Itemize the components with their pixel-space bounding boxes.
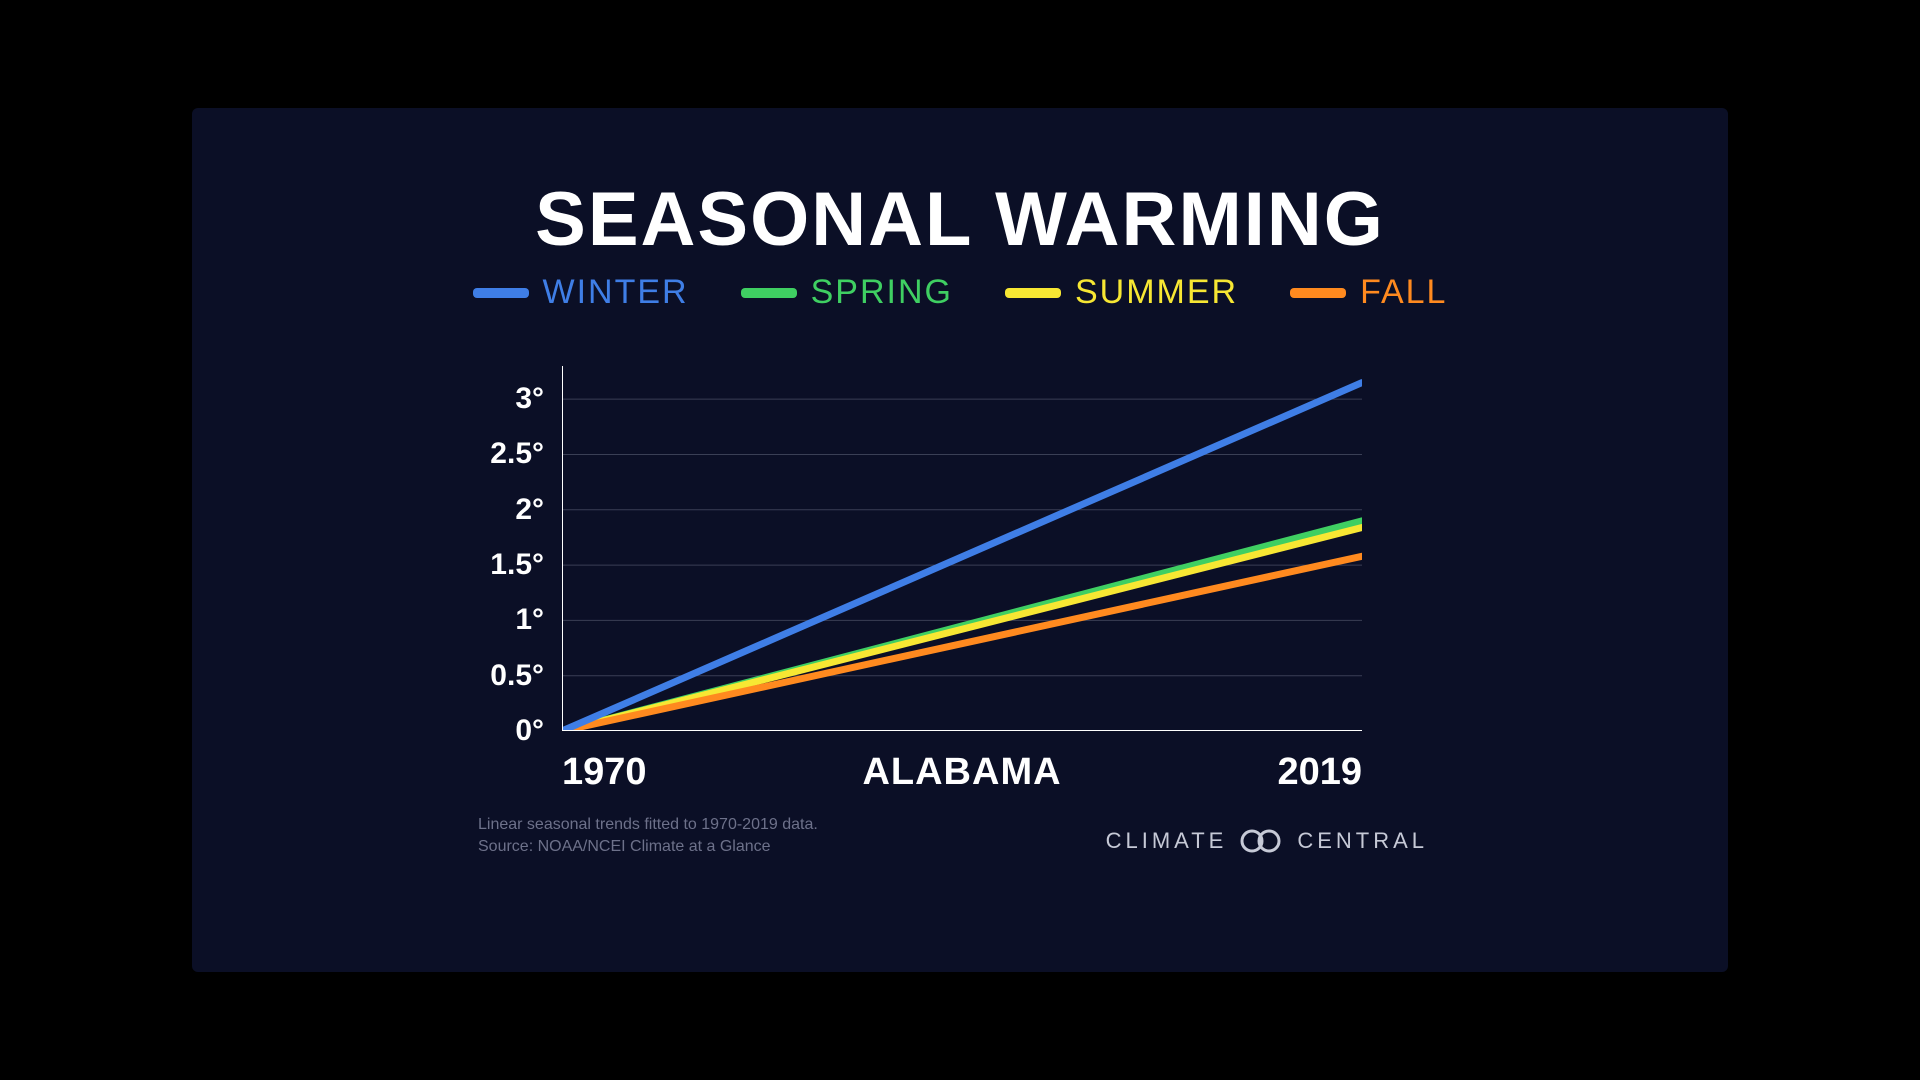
ytick-label: 1.5° bbox=[490, 548, 544, 582]
ytick-label: 3° bbox=[515, 382, 544, 416]
footnote: Linear seasonal trends fitted to 1970-20… bbox=[478, 814, 818, 857]
xtick-label: 1970 bbox=[562, 751, 647, 794]
chart-title: SEASONAL WARMING bbox=[192, 176, 1728, 263]
ytick-label: 2° bbox=[515, 493, 544, 527]
ytick-label: 0.5° bbox=[490, 659, 544, 693]
legend-label: SPRING bbox=[811, 273, 953, 312]
ytick-label: 1° bbox=[515, 603, 544, 637]
brand-text-left: CLIMATE bbox=[1106, 828, 1228, 854]
legend-label: FALL bbox=[1360, 273, 1447, 312]
chart-card: SEASONAL WARMING WINTERSPRINGSUMMERFALL … bbox=[192, 108, 1728, 972]
legend-item-winter: WINTER bbox=[473, 273, 689, 312]
legend-item-fall: FALL bbox=[1290, 273, 1447, 312]
footnote-line: Source: NOAA/NCEI Climate at a Glance bbox=[478, 836, 818, 858]
legend-dash-icon bbox=[1005, 288, 1061, 298]
brand-badge: CLIMATE CENTRAL bbox=[1106, 828, 1428, 854]
xtick-label: 2019 bbox=[1277, 751, 1362, 794]
legend-label: SUMMER bbox=[1075, 273, 1238, 312]
brand-text-right: CENTRAL bbox=[1297, 828, 1428, 854]
legend: WINTER SPRING SUMMER FALL bbox=[192, 273, 1728, 312]
brand-infinity-icon bbox=[1237, 828, 1287, 854]
stage: SEASONAL WARMING WINTERSPRINGSUMMERFALL … bbox=[0, 0, 1920, 1080]
ytick-label: 2.5° bbox=[490, 437, 544, 471]
region-label: ALABAMA bbox=[862, 751, 1061, 794]
legend-label: WINTER bbox=[543, 273, 689, 312]
ytick-label: 0° bbox=[515, 714, 544, 748]
legend-item-summer: SUMMER bbox=[1005, 273, 1238, 312]
legend-dash-icon bbox=[741, 288, 797, 298]
footnote-line: Linear seasonal trends fitted to 1970-20… bbox=[478, 814, 818, 836]
chart-plot bbox=[562, 366, 1362, 731]
legend-dash-icon bbox=[1290, 288, 1346, 298]
series-line-fall bbox=[562, 556, 1362, 731]
legend-dash-icon bbox=[473, 288, 529, 298]
legend-item-spring: SPRING bbox=[741, 273, 953, 312]
